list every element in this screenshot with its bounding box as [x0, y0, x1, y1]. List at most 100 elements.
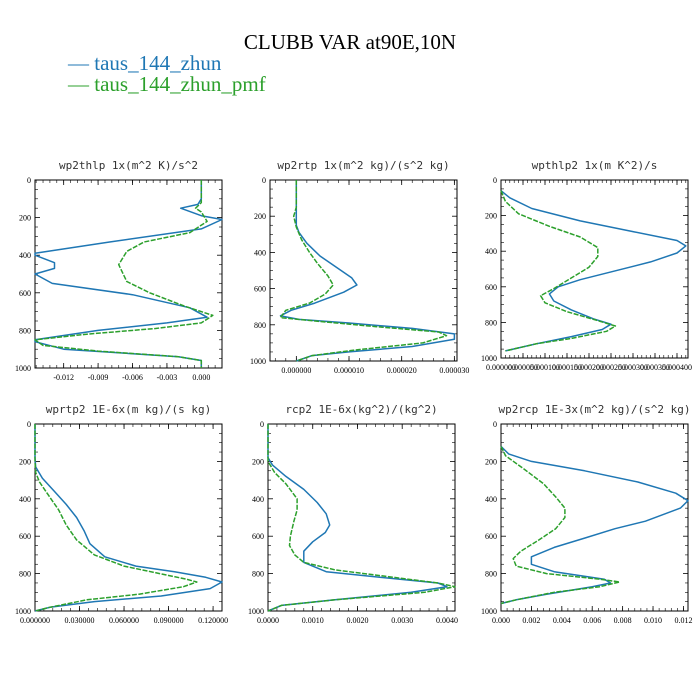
x-tick-label: -0.012 [53, 373, 74, 382]
y-tick-label: 200 [19, 457, 31, 466]
series-line-0 [500, 445, 689, 605]
x-tick-label: 0.0010 [302, 616, 324, 625]
x-tick-label: -0.006 [122, 373, 143, 382]
chart-panel-2: wpthlp2 1x(m K^2)/s020040060080010000.00… [481, 159, 692, 372]
y-tick-label: 0 [260, 420, 264, 429]
y-tick-label: 800 [254, 321, 266, 330]
chart-title: rcp2 1E-6x(kg^2)/(kg^2) [285, 403, 437, 416]
y-tick-label: 600 [252, 532, 264, 541]
x-tick-label: 0.000 [492, 616, 510, 625]
series-line-0 [279, 180, 456, 362]
x-tick-label: 0.030000 [65, 616, 95, 625]
y-tick-label: 0 [493, 176, 497, 185]
chart-panel-1: wp2rtp 1x(m^2 kg)/(s^2 kg) 0 200 400 600 800 1… [250, 159, 469, 375]
y-tick-label: 400 [254, 248, 266, 257]
y-tick-label: 1000 [15, 364, 31, 373]
y-tick-label: 200 [485, 457, 497, 466]
chart-title: wp2thlp 1x(m^2 K)/s^2 [59, 159, 198, 172]
y-tick-label: 0 [493, 420, 497, 429]
x-tick-label: 0.090000 [154, 616, 184, 625]
x-tick-label: 0.0040 [436, 616, 458, 625]
legend-entry-1: — taus_144_zhun_pmf [68, 72, 266, 96]
plot-frame [269, 179, 458, 362]
chart-panel-3: wprtp2 1E-6x(m kg)/(s kg) 0 200 400 600 800 10… [15, 403, 228, 625]
chart-panel-4: rcp2 1E-6x(kg^2)/(kg^2) 0 200 400 600 800 1000… [248, 403, 458, 625]
y-tick-label: 800 [252, 570, 264, 579]
series-line-1 [267, 424, 456, 612]
series-line-1 [500, 190, 617, 352]
plot-frame [267, 423, 456, 612]
y-tick-label: 400 [19, 495, 31, 504]
legend-entry-0: — taus_144_zhun [68, 51, 222, 75]
y-tick-label: 600 [19, 289, 31, 298]
y-tick-label: 0 [27, 176, 31, 185]
y-tick-label: 400 [485, 495, 497, 504]
chart-title: wprtp2 1E-6x(m kg)/(s kg) [46, 403, 212, 416]
y-tick-label: 800 [485, 318, 497, 327]
plot-frame [34, 179, 223, 369]
x-tick-label: 0.000100 [530, 363, 560, 372]
x-tick-label: 0.006 [583, 616, 601, 625]
x-tick-label: 0.060000 [109, 616, 139, 625]
x-tick-label: 0.004 [553, 616, 571, 625]
chart-title: wpthlp2 1x(m K^2)/s [532, 159, 658, 172]
y-tick-label: 200 [254, 212, 266, 221]
y-tick-label: 200 [485, 212, 497, 221]
y-tick-label: 600 [485, 532, 497, 541]
y-tick-label: 1000 [481, 607, 497, 616]
x-tick-label: -0.003 [157, 373, 178, 382]
chart-title: wp2rcp 1E-3x(m^2 kg)/(s^2 kg) [498, 403, 690, 416]
x-tick-label: 0.000030 [439, 366, 469, 375]
series-line-1 [279, 180, 448, 362]
chart-title: wp2rtp 1x(m^2 kg)/(s^2 kg) [277, 159, 449, 172]
x-tick-label: -0.009 [88, 373, 109, 382]
y-tick-label: 0 [262, 176, 266, 185]
x-tick-label: 0.000 [192, 373, 210, 382]
series-line-0 [267, 424, 448, 612]
y-tick-label: 800 [19, 570, 31, 579]
series-line-1 [500, 446, 621, 605]
x-tick-label: 0.000000 [281, 366, 311, 375]
x-tick-label: 0.0020 [346, 616, 368, 625]
series-line-0 [500, 190, 687, 352]
x-tick-label: 0.000020 [387, 366, 417, 375]
x-tick-label: 0.012 [674, 616, 692, 625]
chart-panel-0: wp2thlp 1x(m^2 K)/s^2 0 200 400 600 800 1000 -0… [15, 159, 223, 382]
x-tick-label: 0.000000 [20, 616, 50, 625]
x-tick-label: 0.000000 [486, 363, 516, 372]
x-tick-label: 0.000010 [334, 366, 364, 375]
series-line-0 [34, 180, 223, 368]
x-tick-label: 0.000400 [662, 363, 692, 372]
y-tick-label: 400 [252, 495, 264, 504]
x-tick-label: 0.120000 [198, 616, 228, 625]
x-tick-label: 0.000250 [596, 363, 626, 372]
y-tick-label: 800 [485, 570, 497, 579]
series-line-1 [34, 424, 198, 612]
x-tick-label: 0.0030 [391, 616, 413, 625]
series-line-0 [34, 424, 223, 612]
x-tick-label: 0.000300 [618, 363, 648, 372]
y-tick-label: 1000 [250, 357, 266, 366]
x-tick-label: 0.000350 [640, 363, 670, 372]
series-line-1 [34, 180, 214, 368]
page-title: CLUBB VAR at90E,10N [243, 30, 457, 54]
chart-panel-5: wp2rcp 1E-3x(m^2 kg)/(s^2 kg)0 200 400 600 8… [481, 403, 692, 625]
x-tick-label: 0.000150 [552, 363, 582, 372]
y-tick-label: 1000 [481, 354, 497, 363]
y-tick-label: 800 [19, 326, 31, 335]
y-tick-label: 1000 [15, 607, 31, 616]
y-tick-label: 400 [19, 251, 31, 260]
y-tick-label: 200 [252, 457, 264, 466]
y-tick-label: 400 [485, 247, 497, 256]
y-tick-label: 600 [19, 532, 31, 541]
y-tick-label: 0 [27, 420, 31, 429]
x-tick-label: 0.0000 [257, 616, 279, 625]
y-tick-label: 200 [19, 214, 31, 223]
x-tick-label: 0.008 [614, 616, 632, 625]
x-tick-label: 0.000200 [574, 363, 604, 372]
x-tick-label: 0.002 [522, 616, 540, 625]
y-tick-label: 1000 [248, 607, 264, 616]
y-tick-label: 600 [485, 283, 497, 292]
plot-frame [500, 423, 689, 612]
